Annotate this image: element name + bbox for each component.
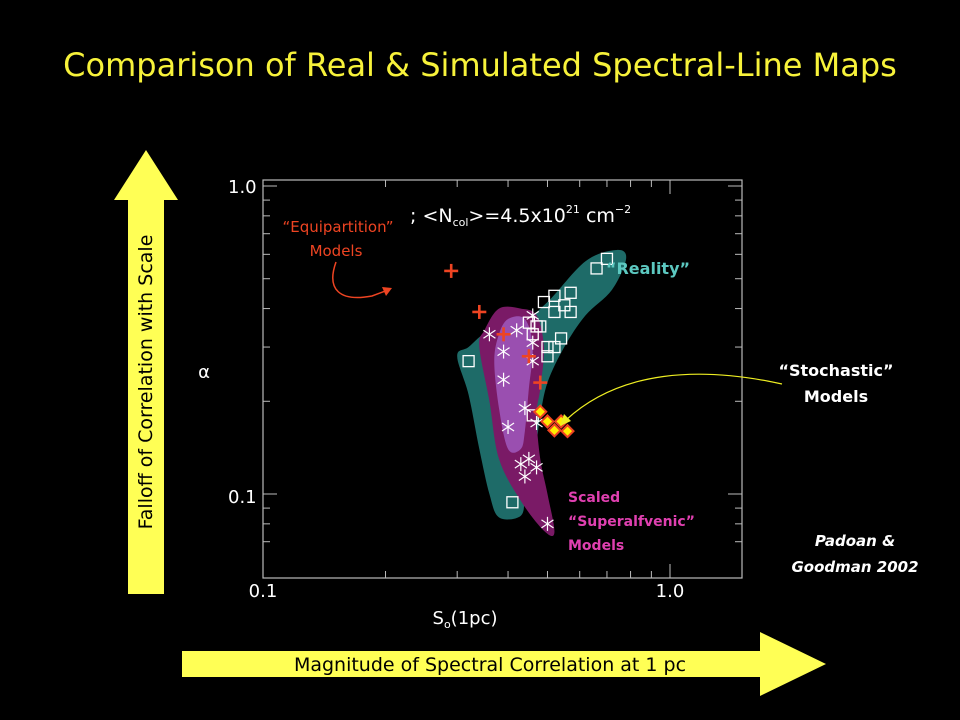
credit-line-2: Goodman 2002 [791,558,919,576]
superalfvenic-point-13 [518,469,532,484]
reality-point-12 [554,332,568,345]
reality-point-0 [600,252,614,266]
reality-point-1 [590,262,603,275]
stochastic-point-0 [532,404,548,420]
superalfvenic-point-9-stroke-2 [501,422,515,432]
reality-point-15 [541,350,554,363]
y-arrow-label: Falloff of Correlation with Scale [135,235,157,530]
superalfvenic-point-3 [483,327,496,342]
stochastic-point-4 [560,423,575,439]
superalfvenic-point-14 [541,516,554,531]
plot-header: ; <Ncol>=4.5x1021 cm−2 [410,203,631,229]
plot-area [262,179,743,579]
superalfvenic-point-11-stroke-2 [514,459,528,469]
x-arrow-label: Magnitude of Spectral Correlation at 1 p… [294,654,686,676]
superalfvenic-point-2 [526,335,540,350]
equipartition-point-1 [472,304,487,319]
superalfvenic-point-13-stroke-2 [518,471,532,481]
superalfvenic-point-0-stroke-2 [526,310,540,320]
equipartition-point-4 [533,375,548,390]
scaled-label-3: Models [568,538,624,554]
superalfvenic-point-12-stroke-2 [530,462,543,472]
equipartition-pointer-head [382,287,392,296]
ticks-group [262,180,742,578]
superalfvenic-point-8-stroke-2 [530,418,543,428]
reality-point-2 [564,286,577,299]
x-axis-arrow [182,632,826,696]
stochastic-pointer-head [560,414,571,426]
superalfvenic-point-12 [530,460,543,475]
stochastic-pointer [565,373,783,421]
y-tick-label-0: 0.1 [228,487,257,508]
reality-point-10 [534,320,547,333]
credit-line-1: Padoan & [814,532,896,550]
credit-block: Padoan & Goodman 2002 [760,528,950,580]
superalfvenic-point-6-stroke-2 [497,375,510,385]
superalfvenic-point-7 [518,401,532,416]
equipartition-point-2 [496,327,511,342]
regions-group [457,249,627,537]
y-axis-arrow [114,150,178,594]
superalfvenic-point-3-stroke-2 [483,329,496,339]
equipartition-label-2: Models [310,242,363,260]
x-axis-label: So(1pc) [433,608,498,631]
stochastic-point-1 [540,414,555,429]
stochastic-label-1: “Stochastic” [778,361,893,380]
reality-point-14 [548,340,561,354]
reality-label: “Reality” [606,259,690,278]
scaled-label-1: Scaled [568,490,620,506]
superalfvenic-point-11 [514,457,528,472]
superalfvenic-point-0 [526,308,540,323]
scaled-label-2: “Superalfvenic” [568,514,695,530]
equipartition-pointer [332,261,389,299]
plot-frame [262,179,743,579]
superalfvenic-point-4 [497,344,510,359]
equipartition-point-0 [444,263,459,278]
stochastic-point-2 [546,422,562,438]
reality-point-5 [564,305,577,319]
superalfvenic-point-7-stroke-2 [518,403,532,413]
reality-point-6 [537,295,551,309]
y-tick-label-1: 1.0 [228,177,257,198]
superalfvenic-point-5-stroke-2 [526,356,540,366]
y-axis-label: α [198,362,210,383]
reality-point-18 [506,496,519,509]
superalfvenic-point-1 [510,323,523,338]
points-group [444,252,614,531]
reality-point-13 [541,340,554,354]
x-tick-label-0: 0.1 [249,581,278,602]
slide-title: Comparison of Real & Simulated Spectral-… [63,46,897,84]
reality-point-4 [558,299,571,312]
equipartition-label-1: “Equipartition” [282,218,393,236]
superalfvenic-point-9 [501,420,515,435]
reality-point-16 [462,354,475,368]
reality-point-3 [548,289,561,302]
superalfvenic-point-4-stroke-2 [497,347,510,357]
reality-point-7 [548,305,561,319]
superalfvenic-point-8 [530,416,543,431]
superalfvenic-point-6 [497,372,510,387]
stochastic-label-2: Models [804,387,868,406]
equipartition-point-3 [521,349,536,364]
superalfvenic-point-2-stroke-2 [526,338,540,348]
x-tick-label-1: 1.0 [656,581,685,602]
superalfvenic-point-1-stroke-2 [510,325,523,335]
superalfvenic-point-14-stroke-2 [541,519,554,529]
